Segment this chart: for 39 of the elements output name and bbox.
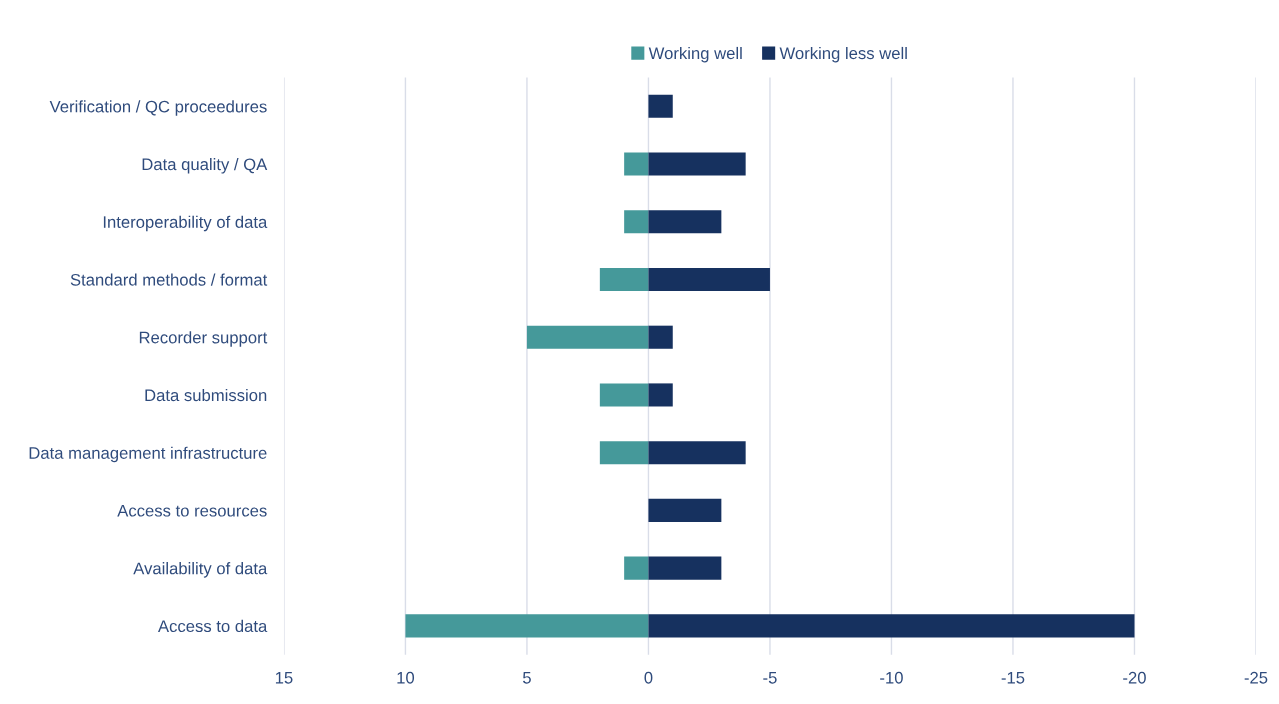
x-tick-label: -20 <box>1123 671 1146 684</box>
x-tick-label: 0 <box>644 671 653 684</box>
y-tick-label: Access to resources <box>117 504 267 517</box>
x-tick-label: 10 <box>397 671 415 684</box>
x-tick-label: 5 <box>522 672 531 684</box>
y-tick-label: Recorder support <box>139 331 268 347</box>
y-tick-label: Verification / QC proceedures <box>49 100 267 116</box>
bar <box>648 614 1135 638</box>
bar <box>648 152 746 176</box>
bar <box>624 152 649 176</box>
bar <box>624 210 649 234</box>
bar <box>648 267 770 292</box>
y-tick-label: Data quality / QA <box>142 157 268 174</box>
legend-label: Working well <box>648 46 742 63</box>
bar <box>648 383 673 407</box>
bar <box>526 325 649 349</box>
x-tick-label: -15 <box>1001 672 1025 684</box>
legend-label: Working less well <box>779 46 907 63</box>
y-tick-label: Data management infrastructure <box>29 446 267 463</box>
bar <box>648 94 673 118</box>
bar <box>599 267 649 292</box>
bar <box>648 325 673 349</box>
bar <box>648 556 722 580</box>
bar <box>648 441 746 465</box>
bar <box>648 498 722 522</box>
y-tick-label: Availability of data <box>133 562 268 578</box>
x-tick-label: -10 <box>880 671 903 684</box>
bar <box>624 556 649 580</box>
x-tick-label: -25 <box>1244 671 1268 684</box>
y-tick-label: Data submission <box>145 388 267 402</box>
bar <box>599 383 649 407</box>
bar <box>648 210 722 234</box>
y-tick-label: Standard methods / format <box>70 273 268 286</box>
bar <box>405 614 649 638</box>
x-tick-label: -5 <box>763 672 777 684</box>
y-tick-label: Interoperability of data <box>103 215 268 232</box>
bar <box>599 441 649 465</box>
y-tick-label: Access to data <box>157 619 268 633</box>
x-tick-label: 15 <box>275 672 293 684</box>
